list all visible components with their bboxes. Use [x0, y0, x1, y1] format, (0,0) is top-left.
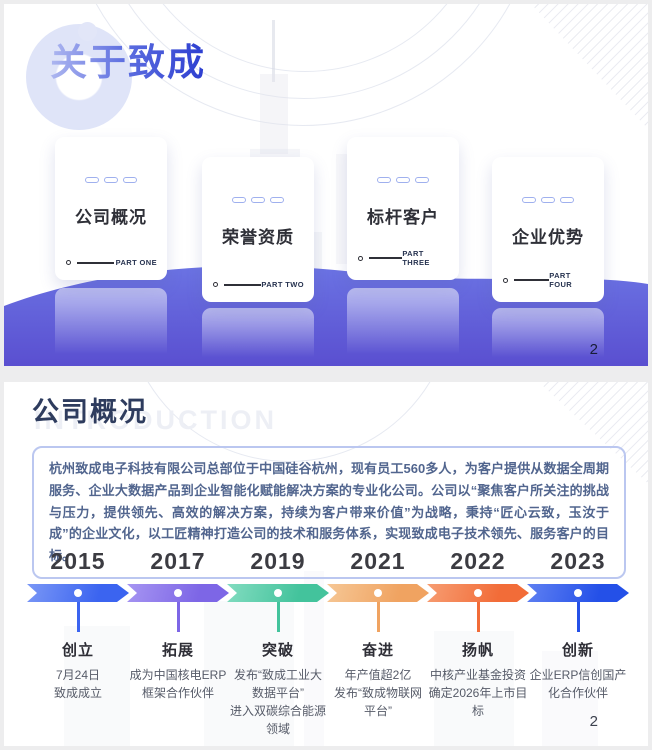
milestone-timeline: 2015 创立 7月24日 致成成立 2017 拓展 成为中国核电ERP 框架合… — [28, 548, 628, 738]
arrow-ribbon-icon — [227, 584, 329, 602]
timeline-dot-icon — [274, 589, 282, 597]
timeline-item-2017: 2017 拓展 成为中国核电ERP 框架合作伙伴 — [128, 548, 228, 738]
timeline-stem — [176, 602, 180, 632]
timeline-stem — [276, 602, 280, 632]
timeline-year: 2022 — [450, 548, 506, 574]
slide-2-company-overview[interactable]: INTRODUCTION 公司概况 杭州致成电子科技有限公司总部位于中国硅谷杭州… — [4, 382, 648, 746]
timeline-description: 年产值超2亿 发布“致成物联网 平台” — [334, 668, 422, 718]
timeline-item-2021: 2021 奋进 年产值超2亿 发布“致成物联网 平台” — [328, 548, 428, 738]
timeline-dot-icon — [574, 589, 582, 597]
timeline-year: 2015 — [50, 548, 106, 574]
dot-decoration — [78, 22, 97, 41]
arrow-ribbon-icon — [427, 584, 529, 602]
section-card-key-customers[interactable]: 标杆客户 PART THREE — [347, 137, 459, 280]
divider-line — [224, 283, 261, 286]
building-silhouette — [336, 154, 350, 264]
arrow-ribbon-icon — [527, 584, 629, 602]
card-title: 标杆客户 — [367, 208, 439, 227]
section-card-company-overview[interactable]: 公司概况 PART ONE — [55, 137, 167, 280]
part-label: PART THREE — [402, 249, 430, 267]
building-silhouette — [260, 74, 288, 154]
timeline-stem — [376, 602, 380, 632]
section-card-honors[interactable]: 荣誉资质 PART TWO — [202, 157, 314, 302]
card-reflection — [347, 288, 459, 366]
window-dashes-icon — [377, 177, 429, 183]
window-dashes-icon — [85, 177, 137, 183]
timeline-item-2019: 2019 突破 发布“致成工业大 数据平台” 进入双碳综合能源 领域 — [228, 548, 328, 738]
divider-line — [77, 261, 114, 264]
timeline-label: 突破 — [261, 642, 294, 659]
circle-bullet-icon — [213, 282, 218, 287]
timeline-stem — [76, 602, 80, 632]
company-intro-text: 杭州致成电子科技有限公司总部位于中国硅谷杭州，现有员工560多人，为客户提供从数… — [49, 461, 609, 564]
part-label: PART FOUR — [549, 271, 573, 289]
arrow-ribbon-icon — [27, 584, 129, 602]
timeline-dot-icon — [174, 589, 182, 597]
timeline-dot-icon — [374, 589, 382, 597]
building-silhouette — [434, 631, 514, 746]
section-card-advantages[interactable]: 企业优势 PART FOUR — [492, 157, 604, 302]
card-reflection — [55, 288, 167, 366]
divider-line — [368, 257, 403, 259]
window-dashes-icon — [522, 197, 574, 203]
timeline-year: 2021 — [350, 548, 406, 574]
circle-bullet-icon — [503, 277, 508, 283]
timeline-label: 创新 — [561, 642, 594, 659]
timeline-description: 成为中国核电ERP 框架合作伙伴 — [129, 668, 227, 700]
diagonal-lines-decoration — [531, 4, 648, 129]
timeline-label: 拓展 — [161, 642, 194, 659]
timeline-stem — [476, 602, 480, 632]
timeline-label: 扬帆 — [461, 642, 494, 659]
arrow-ribbon-icon — [327, 584, 429, 602]
page-number: 2 — [589, 341, 598, 358]
timeline-description: 企业ERP信创国产 化合作伙伴 — [529, 668, 627, 700]
timeline-year: 2019 — [250, 548, 306, 574]
watermark-text: INTRODUCTION — [34, 405, 277, 435]
timeline-label: 创立 — [61, 642, 94, 659]
arrow-ribbon-icon — [127, 584, 229, 602]
card-title: 企业优势 — [512, 228, 584, 247]
building-silhouette — [542, 651, 598, 746]
slide-title: 关于致成 — [50, 32, 206, 86]
card-reflection — [202, 308, 314, 366]
card-title: 荣誉资质 — [222, 228, 294, 247]
slide-1-about[interactable]: 关于致成 公司概况 PART ONE — [4, 4, 648, 366]
building-silhouette — [272, 20, 275, 82]
divider-line — [513, 279, 550, 281]
slide-title: 公司概况 — [32, 397, 148, 427]
circle-bullet-icon — [358, 255, 363, 261]
timeline-description: 7月24日 致成成立 — [53, 668, 102, 700]
window-dashes-icon — [232, 197, 284, 203]
timeline-item-2023: 2023 创新 企业ERP信创国产 化合作伙伴 — [528, 548, 628, 738]
part-label: PART TWO — [261, 280, 304, 289]
timeline-description: 中核产业基金投资 确定2026年上市目 标 — [428, 668, 528, 718]
timeline-year: 2017 — [150, 548, 206, 574]
building-silhouette — [304, 571, 324, 746]
building-silhouette — [64, 626, 130, 746]
ring-decoration — [26, 24, 132, 130]
card-reflection — [492, 308, 604, 366]
timeline-year: 2023 — [550, 548, 606, 574]
company-intro-box: 杭州致成电子科技有限公司总部位于中国硅谷杭州，现有员工560多人，为客户提供从数… — [32, 446, 626, 580]
timeline-item-2015: 2015 创立 7月24日 致成成立 — [28, 548, 128, 738]
timeline-dot-icon — [74, 589, 82, 597]
circle-bullet-icon — [66, 260, 71, 265]
timeline-dot-icon — [474, 589, 482, 597]
part-label: PART ONE — [115, 258, 157, 267]
timeline-description: 发布“致成工业大 数据平台” 进入双碳综合能源 领域 — [229, 668, 326, 736]
timeline-label: 奋进 — [361, 642, 394, 659]
page-number: 2 — [589, 713, 598, 730]
card-title: 公司概况 — [75, 208, 147, 227]
timeline-stem — [576, 602, 580, 632]
timeline-item-2022: 2022 扬帆 中核产业基金投资 确定2026年上市目 标 — [428, 548, 528, 738]
